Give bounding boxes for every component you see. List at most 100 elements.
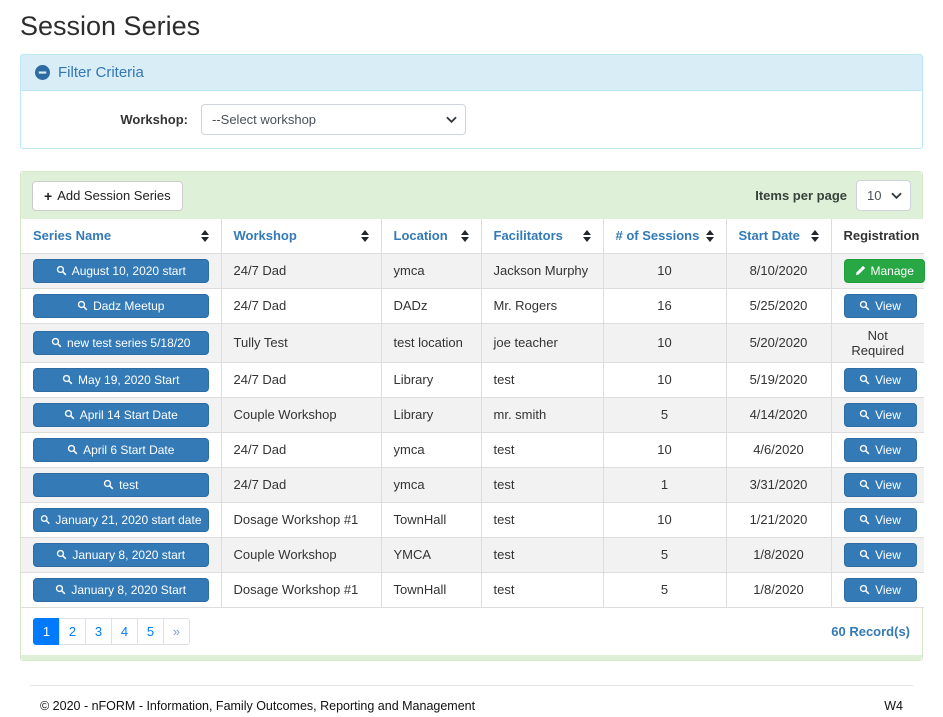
- view-button[interactable]: View: [843, 507, 917, 532]
- registration-cell: View: [830, 466, 924, 503]
- filter-criteria-header[interactable]: Filter Criteria: [20, 54, 923, 91]
- column-header-of-sessions[interactable]: # of Sessions: [602, 219, 727, 254]
- workshop-cell: 24/7 Dad: [220, 361, 382, 398]
- column-header-workshop[interactable]: Workshop: [220, 219, 382, 254]
- add-session-series-label: Add Session Series: [57, 188, 171, 203]
- series-name-label: August 10, 2020 start: [71, 263, 186, 278]
- grid-toolbar: + Add Session Series Items per page 10: [21, 172, 922, 219]
- view-button[interactable]: View: [843, 293, 917, 318]
- workshop-cell: 24/7 Dad: [220, 431, 382, 468]
- magnifier-icon: [859, 514, 870, 525]
- pagination: 1 2 3 4 5»: [33, 617, 190, 645]
- filter-criteria-title: Filter Criteria: [58, 64, 144, 81]
- sort-icon: [460, 229, 469, 242]
- view-button[interactable]: View: [843, 542, 917, 567]
- start-date-cell: 1/8/2020: [725, 536, 832, 573]
- pagination-page-4[interactable]: 4: [111, 617, 138, 645]
- start-date-cell: 5/25/2020: [725, 287, 832, 324]
- plus-icon: +: [44, 187, 53, 204]
- action-button-label: View: [875, 477, 901, 492]
- table-row: August 10, 2020 start 24/7 Dad ymca Jackson…: [21, 252, 925, 289]
- start-date-cell: 5/20/2020: [725, 322, 832, 363]
- facilitators-cell: test: [480, 466, 604, 503]
- manage-button[interactable]: Manage: [843, 258, 925, 283]
- action-button-label: View: [875, 512, 901, 527]
- pagination-page-3[interactable]: 3: [85, 617, 112, 645]
- environment-label: W4: [884, 698, 903, 713]
- items-per-page-select[interactable]: 10: [856, 180, 911, 211]
- view-button[interactable]: View: [843, 577, 917, 602]
- pagination-next-button[interactable]: »: [163, 617, 190, 645]
- series-name-button[interactable]: January 8, 2020 start: [33, 542, 209, 567]
- filter-panel: Filter Criteria Workshop: --Select works…: [20, 54, 923, 149]
- view-button[interactable]: View: [843, 402, 917, 427]
- column-header-facilitators[interactable]: Facilitators: [480, 219, 604, 254]
- column-header-location[interactable]: Location: [380, 219, 482, 254]
- series-name-cell: August 10, 2020 start: [21, 252, 222, 289]
- magnifier-icon: [62, 374, 73, 385]
- column-label: Registration: [843, 228, 920, 244]
- table-row: April 14 Start Date Couple Workshop Librar…: [21, 396, 924, 433]
- pagination-page-1[interactable]: 1: [33, 617, 60, 645]
- sort-icon: [200, 229, 209, 242]
- workshop-select[interactable]: --Select workshop: [201, 104, 466, 135]
- series-name-button[interactable]: January 8, 2020 Start: [33, 577, 209, 602]
- table-row: January 8, 2020 Start Dosage Workshop #1 T…: [21, 571, 924, 608]
- panel-footer-strip: [21, 654, 922, 660]
- registration-cell: View: [830, 396, 924, 433]
- view-button[interactable]: View: [843, 367, 917, 392]
- registration-cell: View: [830, 287, 924, 324]
- series-name-button[interactable]: January 21, 2020 start date: [33, 507, 209, 532]
- series-name-button[interactable]: new test series 5/18/20: [33, 330, 209, 355]
- location-cell: DADz: [380, 287, 482, 324]
- series-name-button[interactable]: April 6 Start Date: [33, 437, 209, 462]
- table-row: new test series 5/18/20 Tully Test test lo…: [21, 322, 924, 363]
- series-name-label: Dadz Meetup: [93, 298, 165, 313]
- pagination-page-5[interactable]: 5: [137, 617, 164, 645]
- series-name-button[interactable]: August 10, 2020 start: [33, 258, 209, 283]
- action-button-label: Manage: [870, 263, 914, 278]
- column-header-series-name[interactable]: Series Name: [21, 219, 222, 254]
- series-name-label: April 14 Start Date: [79, 407, 178, 422]
- series-name-cell: new test series 5/18/20: [21, 322, 222, 363]
- start-date-cell: 1/21/2020: [725, 501, 832, 538]
- series-name-button[interactable]: Dadz Meetup: [33, 293, 209, 318]
- sort-icon: [582, 229, 591, 242]
- series-name-button[interactable]: May 19, 2020 Start: [33, 367, 209, 392]
- workshop-cell: Dosage Workshop #1: [220, 571, 382, 608]
- magnifier-icon: [77, 300, 88, 311]
- series-name-button[interactable]: April 14 Start Date: [33, 402, 209, 427]
- workshop-cell: Couple Workshop: [220, 536, 382, 573]
- location-cell: Library: [380, 396, 482, 433]
- series-name-button[interactable]: test: [33, 472, 209, 497]
- facilitators-cell: joe teacher: [480, 322, 604, 363]
- add-session-series-button[interactable]: + Add Session Series: [32, 180, 183, 211]
- pagination-page-2[interactable]: 2: [59, 617, 86, 645]
- facilitators-cell: test: [480, 571, 604, 608]
- page-title: Session Series: [20, 11, 201, 41]
- series-name-label: April 6 Start Date: [83, 442, 175, 457]
- view-button[interactable]: View: [843, 472, 917, 497]
- registration-cell: View: [830, 431, 924, 468]
- magnifier-icon: [859, 444, 870, 455]
- magnifier-icon: [40, 515, 50, 525]
- action-button-label: View: [875, 372, 901, 387]
- facilitators-cell: mr. smith: [480, 396, 604, 433]
- magnifier-icon: [56, 265, 67, 276]
- session-series-panel: + Add Session Series Items per page 10: [20, 171, 925, 661]
- action-button-label: View: [875, 407, 901, 422]
- collapse-minus-icon: [35, 65, 50, 80]
- table-row: May 19, 2020 Start 24/7 Dad Library test 10 5…: [21, 361, 924, 398]
- start-date-cell: 4/14/2020: [725, 396, 832, 433]
- workshop-cell: 24/7 Dad: [220, 466, 382, 503]
- column-label: # of Sessions: [615, 228, 700, 244]
- view-button[interactable]: View: [843, 437, 917, 462]
- page-footer: © 2020 - nFORM - Information, Family Out…: [30, 684, 913, 713]
- filter-body: Workshop: --Select workshop: [20, 91, 923, 149]
- items-per-page-label: Items per page: [755, 188, 847, 203]
- facilitators-cell: test: [480, 361, 604, 398]
- sessions-count-cell: 1: [602, 466, 727, 503]
- registration-cell: View: [830, 361, 924, 398]
- column-header-start-date[interactable]: Start Date: [725, 219, 832, 254]
- pencil-icon: [855, 265, 865, 276]
